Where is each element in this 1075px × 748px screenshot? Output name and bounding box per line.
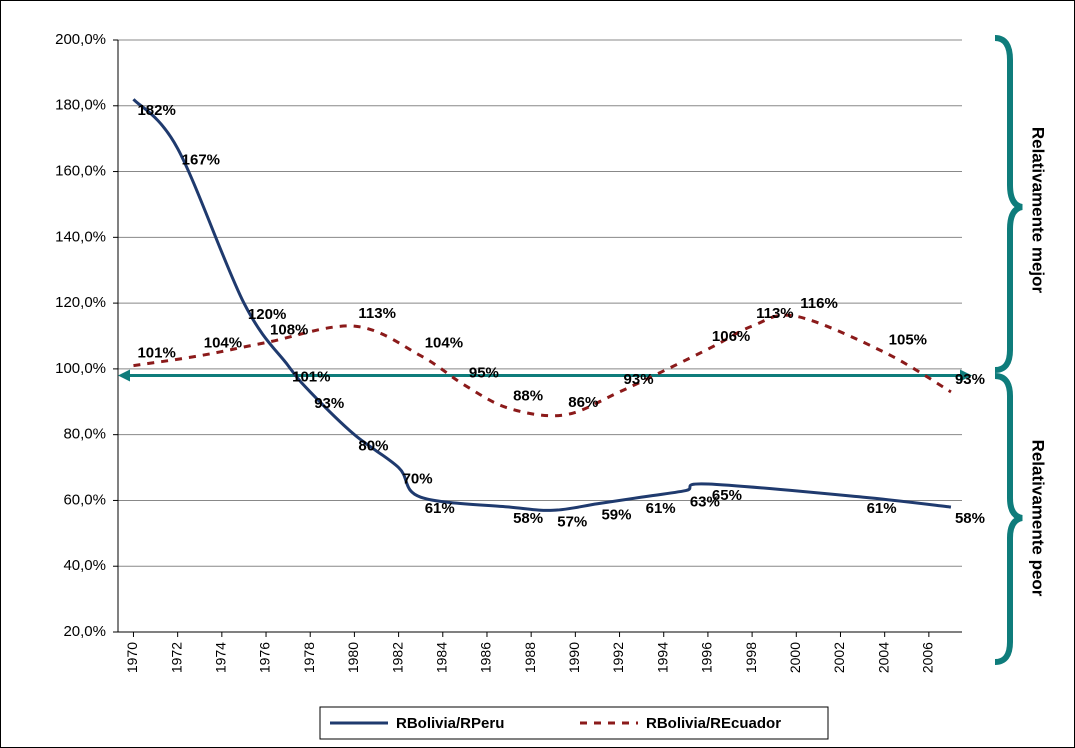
- data-label: 106%: [712, 328, 750, 345]
- legend-label: RBolivia/RPeru: [396, 715, 504, 732]
- data-label: 57%: [557, 513, 587, 530]
- x-tick-label: 1980: [345, 642, 361, 673]
- x-tick-label: 1984: [433, 642, 449, 673]
- data-label: 80%: [358, 438, 388, 455]
- brace-upper: [994, 35, 1023, 373]
- data-label: 108%: [270, 322, 308, 339]
- data-label: 95%: [469, 364, 499, 381]
- data-label: 104%: [204, 335, 242, 352]
- x-tick-label: 1992: [610, 642, 626, 673]
- x-tick-label: 2006: [920, 642, 936, 673]
- y-tick-label: 160,0%: [55, 163, 106, 180]
- x-tick-label: 1986: [478, 642, 494, 673]
- x-tick-label: 2004: [875, 642, 891, 673]
- arrow-head: [118, 369, 130, 382]
- y-tick-label: 80,0%: [63, 426, 106, 443]
- data-label: 61%: [646, 500, 676, 517]
- data-label: 61%: [867, 500, 897, 517]
- data-label: 88%: [513, 387, 543, 404]
- data-label: 61%: [425, 500, 455, 517]
- data-label: 86%: [568, 394, 598, 411]
- x-tick-label: 1998: [743, 642, 759, 673]
- arrow-head: [960, 369, 972, 382]
- x-tick-label: 1994: [654, 642, 670, 673]
- data-label: 116%: [800, 295, 838, 312]
- data-label: 93%: [624, 371, 654, 388]
- legend: [319, 706, 829, 740]
- data-label: 101%: [292, 369, 330, 386]
- annotation: Relativamente peor: [1029, 440, 1048, 597]
- x-tick-label: 1974: [213, 642, 229, 673]
- data-label: 93%: [314, 395, 344, 412]
- y-tick-label: 140,0%: [55, 228, 106, 245]
- y-tick-label: 180,0%: [55, 97, 106, 114]
- data-label: 113%: [756, 305, 794, 322]
- x-tick-label: 1982: [389, 642, 405, 673]
- data-label: 59%: [601, 507, 631, 524]
- data-label: 70%: [403, 471, 433, 488]
- brace-lower: [994, 373, 1023, 665]
- data-label: 65%: [712, 487, 742, 504]
- annotation: Relativamente mejor: [1029, 127, 1048, 294]
- y-tick-label: 40,0%: [63, 557, 106, 574]
- x-tick-label: 2000: [787, 642, 803, 673]
- y-tick-label: 200,0%: [55, 31, 106, 48]
- data-label: 63%: [690, 494, 720, 511]
- data-label: 93%: [955, 371, 985, 388]
- y-tick-label: 100,0%: [55, 360, 106, 377]
- y-tick-label: 120,0%: [55, 294, 106, 311]
- x-tick-label: 1978: [301, 642, 317, 673]
- x-tick-label: 1972: [168, 642, 184, 673]
- data-label: 120%: [248, 306, 286, 323]
- data-label: 104%: [425, 335, 463, 352]
- x-tick-label: 1970: [124, 642, 140, 673]
- data-label: 182%: [137, 102, 175, 119]
- x-tick-label: 1976: [257, 642, 273, 673]
- x-tick-label: 1988: [522, 642, 538, 673]
- y-tick-label: 20,0%: [63, 623, 106, 640]
- data-label: 101%: [137, 345, 175, 362]
- data-label: 167%: [182, 152, 220, 169]
- data-label: 58%: [955, 510, 985, 527]
- legend-label: RBolivia/REcuador: [646, 715, 781, 732]
- data-label: 105%: [889, 331, 927, 348]
- x-tick-label: 1990: [566, 642, 582, 673]
- series-line: [132, 98, 952, 512]
- data-label: 58%: [513, 510, 543, 527]
- x-tick-label: 2002: [831, 642, 847, 673]
- data-label: 113%: [358, 305, 396, 322]
- x-tick-label: 1996: [699, 642, 715, 673]
- y-tick-label: 60,0%: [63, 491, 106, 508]
